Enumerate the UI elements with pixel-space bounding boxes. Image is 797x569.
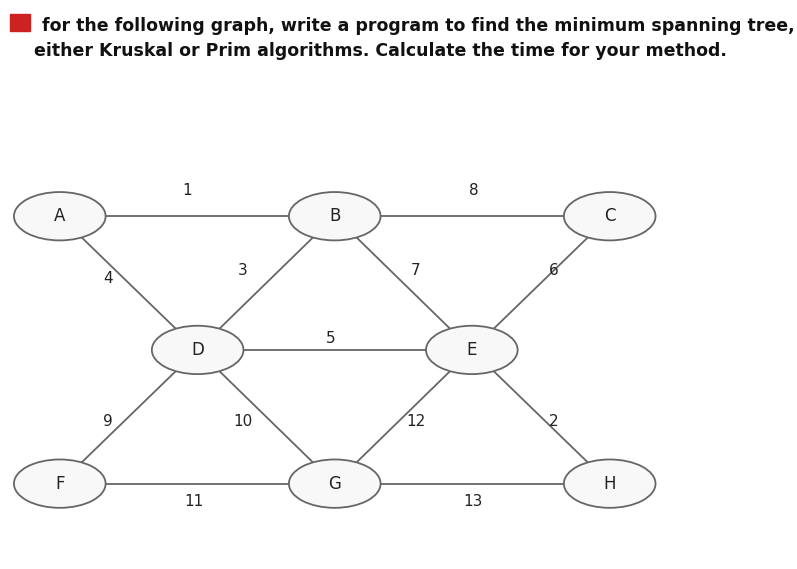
Text: 2: 2 <box>549 414 559 428</box>
Text: G: G <box>328 475 341 493</box>
Text: 1: 1 <box>183 183 192 198</box>
Ellipse shape <box>426 325 517 374</box>
Text: E: E <box>466 341 477 359</box>
Text: 7: 7 <box>411 263 421 278</box>
Text: D: D <box>191 341 204 359</box>
Ellipse shape <box>151 325 244 374</box>
Text: B: B <box>329 207 340 225</box>
Text: 10: 10 <box>234 414 253 428</box>
Text: A: A <box>54 207 65 225</box>
Text: 13: 13 <box>463 494 482 509</box>
Text: 6: 6 <box>549 263 559 278</box>
Text: 11: 11 <box>184 494 203 509</box>
Text: either Kruskal or Prim algorithms. Calculate the time for your method.: either Kruskal or Prim algorithms. Calcu… <box>34 42 727 60</box>
Text: 3: 3 <box>238 263 248 278</box>
Ellipse shape <box>289 192 381 241</box>
Text: C: C <box>604 207 615 225</box>
Text: F: F <box>55 475 65 493</box>
Ellipse shape <box>289 460 381 508</box>
Text: 8: 8 <box>469 183 479 198</box>
Text: 4: 4 <box>103 271 112 286</box>
Ellipse shape <box>14 192 105 241</box>
Text: 5: 5 <box>326 331 336 346</box>
Text: 9: 9 <box>103 414 112 428</box>
Ellipse shape <box>14 460 105 508</box>
Text: 12: 12 <box>406 414 426 428</box>
Text: for the following graph, write a program to find the minimum spanning tree, usin: for the following graph, write a program… <box>42 17 797 35</box>
Ellipse shape <box>564 192 655 241</box>
Text: H: H <box>603 475 616 493</box>
FancyBboxPatch shape <box>10 14 30 31</box>
Ellipse shape <box>564 460 655 508</box>
